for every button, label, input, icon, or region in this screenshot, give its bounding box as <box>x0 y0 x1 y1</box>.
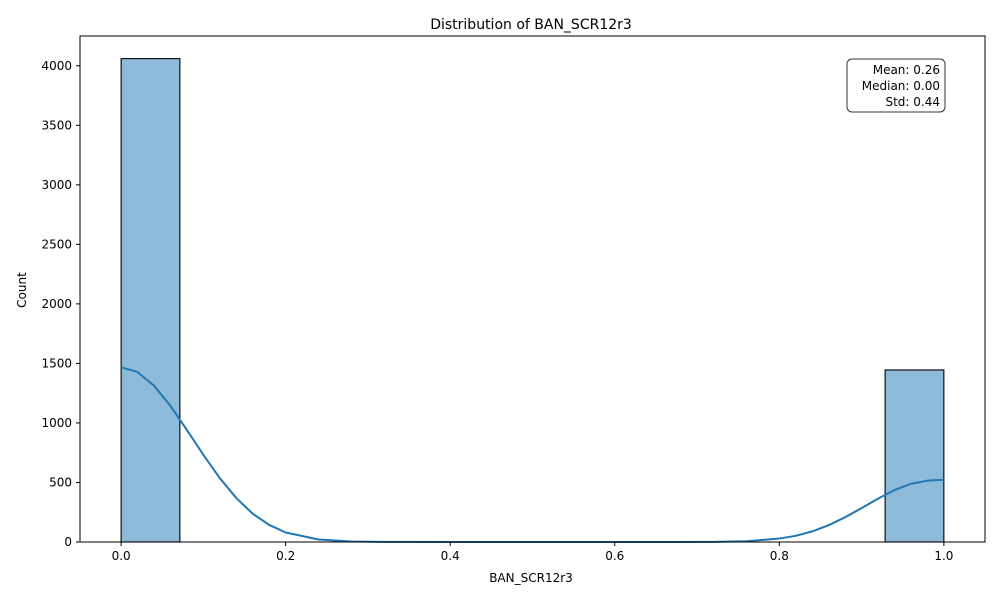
x-tick-label: 0.4 <box>441 549 460 563</box>
stats-line-2: Std: 0.44 <box>885 95 940 109</box>
y-axis-label: Count <box>15 272 29 308</box>
stats-line-0: Mean: 0.26 <box>873 63 940 77</box>
axes-group: 0.0 0.2 0.4 0.6 0.8 1.0 0 500 1000 1500 2000 2500 30… <box>41 35 986 563</box>
y-tick-label: 2500 <box>41 237 72 251</box>
stats-box: Mean: 0.26 Median: 0.00 Std: 0.44 <box>846 58 946 113</box>
y-tick-label: 3500 <box>41 118 72 132</box>
y-tick-label: 500 <box>49 475 72 489</box>
x-tick-label: 0.0 <box>112 549 131 563</box>
plot-frame <box>79 35 986 543</box>
x-tick-label: 1.0 <box>934 549 953 563</box>
chart-title: Distribution of BAN_SCR12r3 <box>430 17 632 33</box>
kde-curve <box>120 366 944 543</box>
x-tick-label: 0.6 <box>605 549 624 563</box>
x-tick-label: 0.2 <box>276 549 295 563</box>
bars-group <box>120 58 945 543</box>
y-tick-label: 1500 <box>41 356 72 370</box>
histogram-bar-1 <box>884 369 945 543</box>
stats-box-frame <box>846 58 946 113</box>
histogram-bar-0 <box>120 58 181 543</box>
y-tick-label: 3000 <box>41 178 72 192</box>
y-tick-label: 4000 <box>41 59 72 73</box>
stats-line-1: Median: 0.00 <box>862 79 940 93</box>
y-tick-label: 2000 <box>41 297 72 311</box>
y-tick-label: 1000 <box>41 416 72 430</box>
y-tick-label: 0 <box>64 535 72 549</box>
kde-group <box>120 366 944 543</box>
x-axis-label: BAN_SCR12r3 <box>489 571 573 585</box>
x-tick-label: 0.8 <box>770 549 789 563</box>
